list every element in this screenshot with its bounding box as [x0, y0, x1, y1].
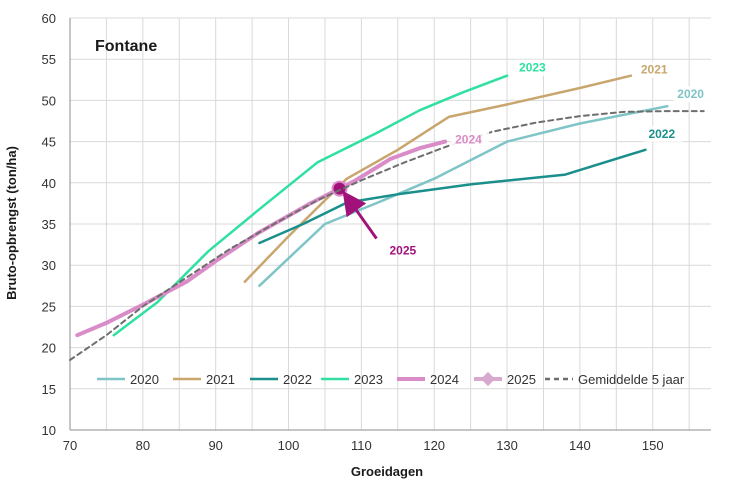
legend-label-2025: 2025: [507, 372, 536, 387]
series-line-2021: [243, 74, 633, 283]
chart-title: Fontane: [95, 38, 157, 55]
x-tick-label: 100: [278, 438, 300, 453]
y-tick-label: 25: [42, 299, 56, 314]
y-tick-label: 45: [42, 135, 56, 150]
series-line-2022: [258, 148, 647, 245]
y-tick-label: 40: [42, 176, 56, 191]
y-axis-title: Bruto-opbrengst (ton/ha): [4, 146, 19, 300]
legend-label-2023: 2023: [354, 372, 383, 387]
series-line-gemiddelde-5-jaar: [69, 110, 705, 361]
series-lines: [69, 74, 705, 361]
series-labels: 2020 2021 2022 2023 2024 2025: [342, 59, 712, 258]
legend-marker-2025: [480, 371, 496, 387]
series-label-2024: 2024: [455, 133, 482, 147]
series-label-bg: [451, 131, 490, 148]
y-tick-label: 60: [42, 11, 56, 26]
y-tick-label: 10: [42, 423, 56, 438]
y-tick-label: 15: [42, 382, 56, 397]
x-tick-label: 150: [642, 438, 664, 453]
series-label-bg: [515, 59, 554, 76]
y-tick-label: 20: [42, 341, 56, 356]
x-tick-label: 90: [208, 438, 222, 453]
x-tick-label: 130: [496, 438, 518, 453]
annotation-arrow: [342, 190, 378, 240]
series-label-2022: 2022: [648, 127, 675, 141]
legend-label-2020: 2020: [130, 372, 159, 387]
legend: 2020 2021 2022 2023 2024 2025 Gemiddelde 5 jaa…: [97, 371, 685, 387]
y-tick-label: 35: [42, 217, 56, 232]
series-label-bg: [673, 86, 712, 103]
y-tick-label: 30: [42, 258, 56, 273]
series-label-2023: 2023: [519, 61, 546, 75]
x-tick-label: 110: [351, 438, 372, 453]
y-tick-label: 55: [42, 52, 56, 67]
x-axis-title: Groeidagen: [351, 464, 423, 479]
x-tick-label: 120: [423, 438, 445, 453]
legend-label-2021: 2021: [206, 372, 235, 387]
legend-label-2022: 2022: [283, 372, 312, 387]
x-tick-label: 70: [63, 438, 77, 453]
legend-label-2024: 2024: [430, 372, 459, 387]
series-label-bg: [636, 61, 675, 78]
series-label-2021: 2021: [641, 63, 668, 77]
x-tick-label: 140: [569, 438, 591, 453]
legend-label-gemiddelde-5-jaar: Gemiddelde 5 jaar: [578, 372, 685, 387]
gridlines: [69, 17, 711, 431]
x-tick-label: 80: [136, 438, 150, 453]
series-line-2020: [258, 104, 669, 288]
series-label-bg: [644, 125, 683, 142]
axes: 70 80 90 100 110 120 130 140 1501015202530354045…: [42, 11, 711, 453]
series-label-2020: 2020: [677, 87, 704, 101]
y-tick-label: 50: [42, 93, 56, 108]
annotation-label-2025: 2025: [390, 244, 417, 258]
